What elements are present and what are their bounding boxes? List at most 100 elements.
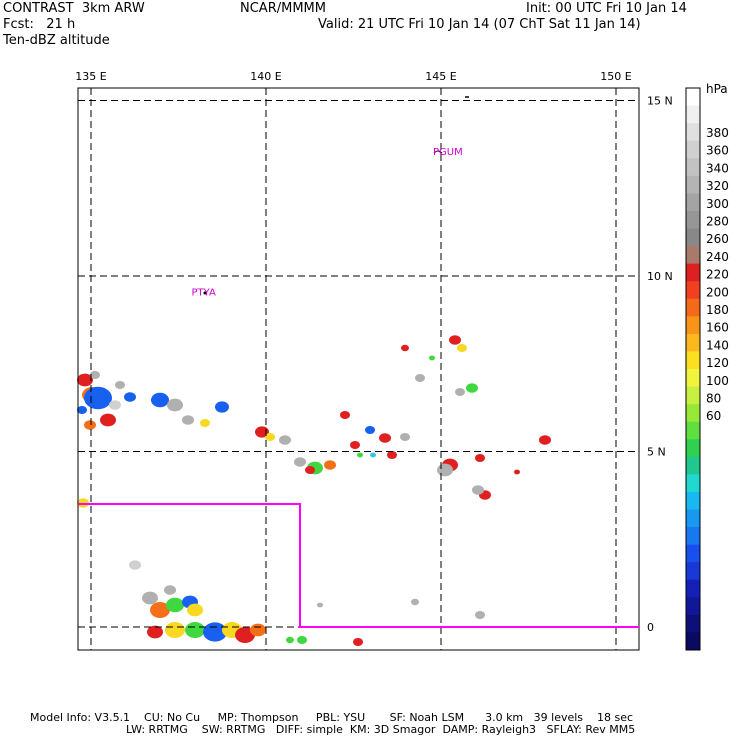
colorbar-swatch [686, 158, 700, 177]
station-pgum: PGUM [433, 147, 463, 158]
colorbar-tick-label: 260 [706, 232, 729, 246]
colorbar-swatch [686, 105, 700, 124]
yap-dot [203, 291, 207, 295]
echo-cell [100, 413, 116, 427]
station-ptya: PTYA [192, 288, 216, 299]
lat-label: 10 N [647, 270, 673, 283]
colorbar-unit: hPa [706, 82, 728, 96]
echo-cell [235, 627, 255, 643]
echo-cell [466, 383, 478, 393]
echo-cell [147, 625, 163, 639]
center-label: NCAR/MMMM [240, 1, 326, 16]
colorbar-swatch [686, 386, 700, 405]
echo-cell [164, 585, 176, 595]
lat-label: 15 N [647, 95, 673, 108]
colorbar-swatch [686, 509, 700, 528]
echo-cell [167, 398, 183, 412]
echo-cell [77, 406, 87, 414]
colorbar-tick-label: 320 [706, 179, 729, 193]
echo-cell [297, 636, 307, 644]
colorbar-swatch [686, 404, 700, 423]
echo-cell [340, 411, 350, 419]
colorbar-swatch [686, 562, 700, 581]
echo-cell [514, 469, 520, 475]
lat-label: 5 N [647, 446, 666, 459]
colorbar-tick-label: 240 [706, 250, 729, 264]
echo-cell [124, 392, 136, 402]
colorbar-swatch [686, 491, 700, 510]
station-labels: PGUM PTYA [192, 147, 463, 298]
colorbar-swatch [686, 456, 700, 475]
colorbar-swatch [686, 140, 700, 159]
lon-label: 145 E [425, 70, 456, 83]
colorbar-tick-label: 100 [706, 374, 729, 388]
echo-cell [185, 622, 205, 638]
colorbar-swatch [686, 369, 700, 388]
colorbar-swatch [686, 228, 700, 247]
colorbar-swatch [686, 210, 700, 229]
echo-cell [265, 433, 275, 441]
echo-cell [411, 598, 419, 606]
colorbar-swatch [686, 123, 700, 142]
model-title: CONTRAST 3km ARW [3, 1, 145, 16]
colorbar-labels: 380 360 340 320 300 280 260 240 220 200 180 160 140 1… [706, 126, 729, 423]
echo-cell [472, 485, 484, 495]
echo-cell [84, 386, 112, 410]
echo-cell [294, 457, 306, 467]
echo-cell [449, 335, 461, 345]
echo-cell [475, 611, 485, 619]
colorbar-tick-label: 180 [706, 303, 729, 317]
colorbar-swatch [686, 527, 700, 546]
guam-coast [433, 150, 443, 154]
model-info-line2: LW: RRTMG SW: RRTMG DIFF: simple KM: 3D … [126, 723, 636, 736]
colorbar-swatch [686, 316, 700, 335]
valid-time: Valid: 21 UTC Fri 10 Jan 14 (07 ChT Sat … [318, 17, 641, 32]
colorbar-tick-label: 200 [706, 285, 729, 299]
map-frame [77, 87, 640, 651]
echo-cell [142, 591, 158, 605]
echo-cell [305, 466, 315, 474]
colorbar-swatch [686, 298, 700, 317]
echo-cell [353, 638, 363, 646]
colorbar-swatch [686, 351, 700, 370]
echo-cell [84, 420, 96, 430]
echo-cell [415, 374, 425, 382]
colorbar-swatch [686, 193, 700, 212]
colorbar-tick-label: 280 [706, 215, 729, 229]
echo-cell [109, 400, 121, 410]
echo-cell [324, 460, 336, 470]
echo-cell [317, 602, 323, 608]
colorbar-tick-label: 360 [706, 144, 729, 158]
echo-cell [370, 452, 376, 458]
colorbar-swatch [686, 281, 700, 300]
echo-cell [401, 344, 409, 352]
echo-cell [215, 401, 229, 413]
echo-cell [400, 433, 410, 441]
echo-cell [182, 415, 194, 425]
echo-cell [200, 419, 210, 427]
colorbar-tick-label: 60 [706, 409, 721, 423]
echo-cell [539, 435, 551, 445]
longitude-labels: 135 E 140 E 145 E 150 E [75, 70, 631, 83]
colorbar-tick-label: 340 [706, 161, 729, 175]
echo-cell [457, 344, 467, 352]
echo-cell [379, 433, 391, 443]
echo-cell [165, 622, 185, 638]
echo-cell [365, 426, 375, 434]
init-time: Init: 00 UTC Fri 10 Jan 14 [526, 1, 687, 16]
colorbar-swatches [686, 88, 700, 651]
colorbar-swatch [686, 597, 700, 616]
colorbar-tick-label: 300 [706, 197, 729, 211]
colorbar-swatch [686, 88, 700, 107]
echo-cell [387, 451, 397, 459]
echo-cell [150, 602, 170, 618]
echo-cell [151, 392, 169, 408]
colorbar-tick-label: 160 [706, 321, 729, 335]
coastline [203, 96, 469, 295]
echo-cell [475, 454, 485, 462]
colorbar-swatch [686, 439, 700, 458]
colorbar-swatch [686, 474, 700, 493]
echo-cell [286, 636, 294, 644]
echo-cell [455, 388, 465, 396]
